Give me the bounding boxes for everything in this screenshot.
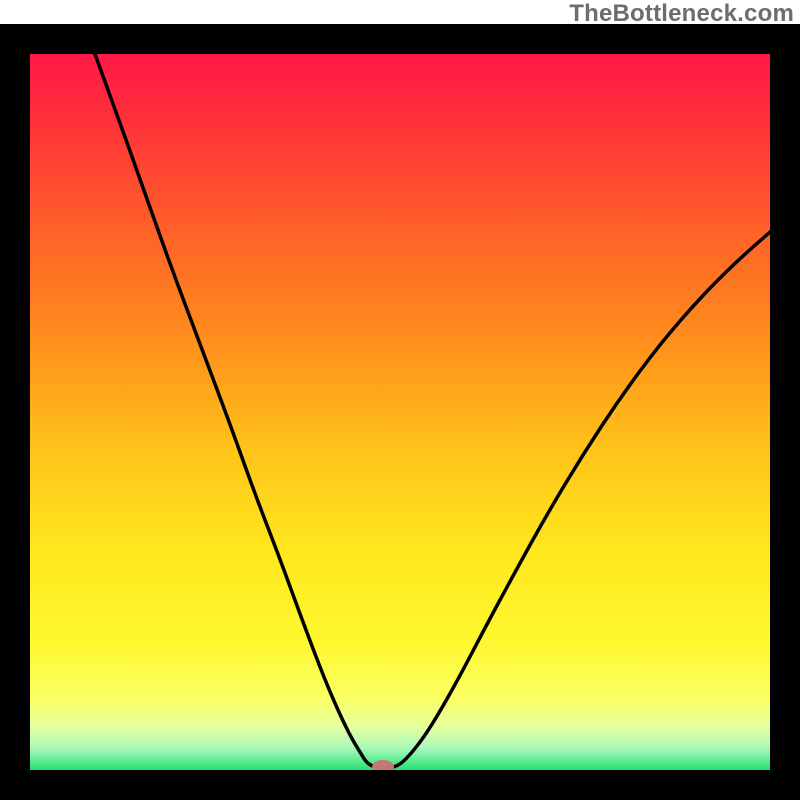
minimum-marker bbox=[372, 760, 394, 770]
watermark-text: TheBottleneck.com bbox=[569, 0, 794, 28]
chart-curve-layer bbox=[30, 54, 770, 770]
bottleneck-curve bbox=[95, 54, 770, 768]
chart-plot-area bbox=[30, 54, 770, 770]
